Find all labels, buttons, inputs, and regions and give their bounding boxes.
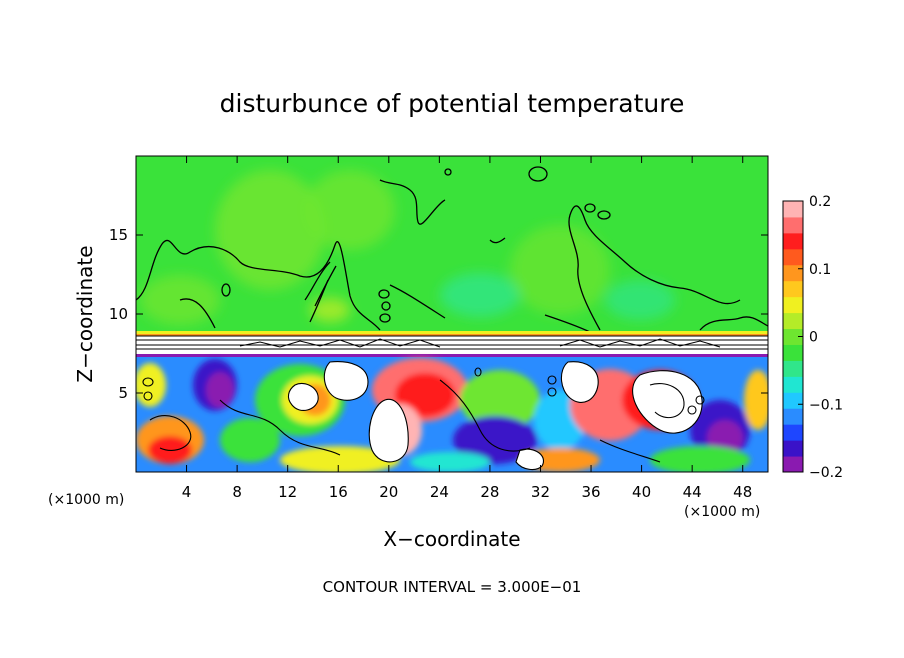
colorbar-swatch [783,392,803,409]
y-tick-label: 5 [118,384,128,402]
y-tick-label: 10 [109,305,128,323]
colorbar: 0.2 0.1 0 −0.1 −0.2 [782,194,843,481]
colorbar-swatch [783,360,803,377]
colorbar-swatch [783,328,803,345]
x-tick-label: 32 [531,483,550,501]
x-axis-label: X−coordinate [383,527,520,551]
x-tick-label: 40 [632,483,651,501]
colorbar-swatch [783,424,803,441]
chart-title: disturbunce of potential temperature [220,89,685,118]
x-tick-label: 16 [329,483,348,501]
x-tick-label: 44 [683,483,702,501]
y-tick-label: 15 [109,226,128,244]
colorbar-swatch [783,201,803,218]
plot-area [136,156,768,472]
colorbar-swatch [783,248,803,266]
x-tick-label: 4 [182,483,192,501]
colorbar-swatch [783,216,803,234]
y-axis: 5 10 15 [109,226,768,402]
x-axis: 4 8 12 16 20 24 28 32 36 40 44 48 [182,156,752,501]
colorbar-swatch [783,264,803,282]
colorbar-swatch [783,440,803,457]
band-contours [136,335,768,350]
colorbar-tick-label: 0 [809,330,818,346]
x-tick-label: 36 [581,483,600,501]
colorbar-swatch [783,376,803,393]
upper-layer-contours [136,166,768,333]
colorbar-swatch [783,344,803,361]
band-orange-line [136,334,768,336]
colorbar-swatch [783,296,803,314]
x-tick-label: 24 [430,483,449,501]
band-purple-line [136,354,768,357]
colorbar-tick-label: −0.1 [809,397,843,413]
colorbar-swatch [783,456,803,473]
colorbar-swatch [783,408,803,425]
colorbar-tick-label: −0.2 [809,465,843,481]
x-tick-label: 8 [232,483,242,501]
colorbar-swatch [783,280,803,298]
x-unit-label-left: (×1000 m) [48,492,124,508]
x-unit-label-right: (×1000 m) [684,504,760,520]
colorbar-tick-label: 0.2 [809,194,831,210]
x-tick-label: 28 [480,483,499,501]
upper-layer-texture [140,170,675,325]
colorbar-swatch [783,312,803,330]
lower-layer-contours [142,361,705,471]
contour-interval-footer: CONTOUR INTERVAL = 3.000E−01 [323,578,582,596]
colorbar-swatch [783,232,803,250]
x-tick-label: 12 [278,483,297,501]
x-tick-label: 20 [379,483,398,501]
x-tick-label: 48 [733,483,752,501]
y-axis-label: Z−coordinate [73,245,97,382]
colorbar-tick-label: 0.1 [809,262,831,278]
band-yellow-line [136,331,768,334]
lower-layer-white-cores [288,361,703,470]
